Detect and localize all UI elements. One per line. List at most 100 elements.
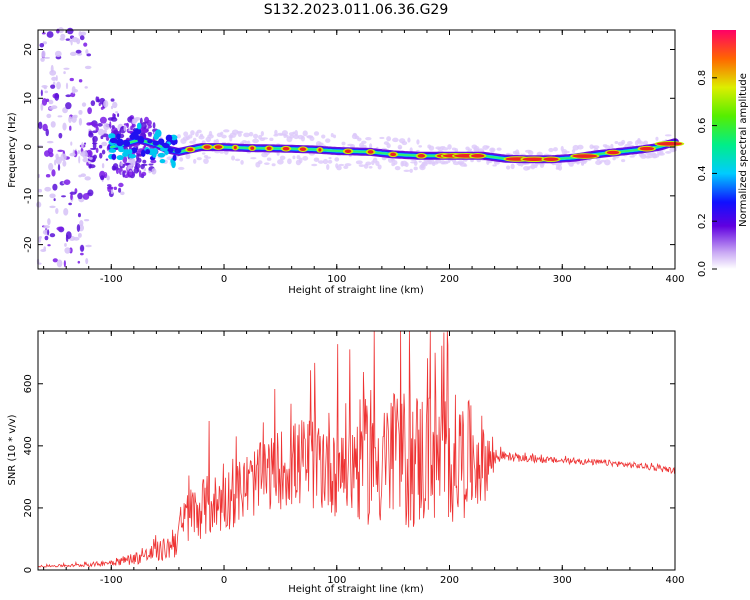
- haze-blob: [358, 164, 365, 167]
- haze-blob: [185, 153, 191, 160]
- noise-blob: [63, 260, 66, 268]
- haze-blob: [231, 155, 236, 161]
- haze-blob: [296, 155, 301, 160]
- noise-blob: [98, 102, 101, 107]
- haze-blob: [627, 140, 633, 145]
- noise-blob: [115, 111, 119, 114]
- noise-blob: [53, 198, 56, 202]
- noise-blob: [57, 149, 64, 152]
- haze-blob: [392, 137, 399, 143]
- hotspot: [656, 142, 683, 146]
- noise-blob: [138, 170, 142, 178]
- haze-blob: [231, 129, 239, 135]
- noise-blob: [68, 202, 72, 206]
- noise-blob: [113, 186, 118, 191]
- noise-blob: [150, 159, 157, 164]
- noise-blob: [49, 193, 56, 199]
- noise-blob: [100, 175, 105, 181]
- haze-blob: [243, 132, 250, 138]
- hotspot: [471, 154, 485, 158]
- haze-blob: [176, 134, 181, 139]
- noise-blob: [77, 232, 82, 238]
- ridge-blob: [165, 134, 173, 142]
- haze-blob: [386, 143, 391, 149]
- haze-blob: [189, 140, 196, 144]
- ridge-blob: [174, 148, 182, 154]
- hotspot: [543, 157, 559, 162]
- haze-blob: [510, 163, 515, 170]
- noise-blob: [71, 115, 77, 123]
- haze-blob: [279, 155, 286, 160]
- noise-blob: [146, 119, 152, 126]
- haze-blob: [302, 156, 309, 161]
- noise-blob: [54, 50, 62, 58]
- ridge-blob: [157, 152, 166, 158]
- noise-blob: [55, 207, 59, 214]
- haze-blob: [403, 169, 410, 173]
- haze-blob: [413, 166, 418, 171]
- ridge-blob: [116, 155, 124, 161]
- ridge-blob: [140, 149, 146, 157]
- ridge-blob: [109, 137, 118, 144]
- x-tick-label: -100: [100, 274, 123, 285]
- haze-blob: [223, 129, 230, 133]
- ridge-blob: [152, 140, 160, 146]
- haze-blob: [240, 160, 244, 165]
- noise-blob: [79, 35, 85, 41]
- haze-blob: [187, 134, 193, 139]
- ridge-blob: [147, 139, 153, 144]
- haze-blob: [193, 158, 197, 164]
- hotspot: [522, 157, 546, 162]
- haze-blob: [553, 147, 558, 152]
- noise-blob: [49, 70, 57, 76]
- haze-blob: [416, 139, 420, 145]
- colorbar-tick-label: 0.0: [697, 261, 708, 277]
- noise-blob: [41, 50, 46, 58]
- noise-blob: [118, 187, 122, 193]
- noise-blob: [80, 31, 87, 36]
- haze-blob: [317, 160, 324, 164]
- noise-blob: [111, 125, 115, 129]
- noise-blob: [92, 135, 98, 143]
- hotspot: [572, 154, 598, 158]
- noise-blob: [92, 130, 98, 134]
- noise-blob: [42, 41, 48, 45]
- noise-blob: [120, 161, 123, 167]
- ridge-blob: [116, 133, 121, 140]
- haze-blob: [261, 137, 269, 140]
- haze-blob: [496, 147, 502, 151]
- noise-blob: [141, 171, 147, 177]
- ridge-blob: [171, 160, 176, 169]
- haze-blob: [343, 165, 349, 170]
- ridge-blob: [136, 122, 142, 130]
- haze-blob: [492, 164, 497, 167]
- noise-blob: [48, 162, 54, 171]
- y-tick-label: 0: [23, 567, 34, 573]
- noise-blob: [85, 244, 92, 248]
- hotspot: [250, 146, 255, 150]
- noise-blob: [76, 224, 81, 232]
- noise-blob: [97, 128, 105, 136]
- noise-blob: [83, 42, 88, 47]
- spectrogram-frame: [37, 29, 676, 270]
- noise-blob: [56, 28, 60, 34]
- haze-blob: [463, 164, 468, 167]
- noise-blob: [62, 122, 67, 131]
- noise-blob: [65, 234, 69, 243]
- noise-blob: [88, 157, 93, 160]
- ridge-blob: [152, 147, 158, 155]
- noise-blob: [71, 36, 79, 43]
- x-tick-label: -100: [100, 575, 123, 586]
- haze-blob: [177, 166, 185, 170]
- noise-blob: [40, 89, 43, 97]
- noise-blob: [84, 86, 88, 89]
- noise-blob: [131, 123, 136, 128]
- ridge-blob: [111, 154, 117, 160]
- noise-blob: [134, 117, 138, 123]
- noise-blob: [147, 131, 153, 136]
- noise-blob: [69, 77, 74, 82]
- haze-blob: [393, 160, 398, 165]
- haze-blob: [485, 145, 490, 148]
- noise-blob: [135, 160, 138, 168]
- haze-blob: [205, 156, 211, 159]
